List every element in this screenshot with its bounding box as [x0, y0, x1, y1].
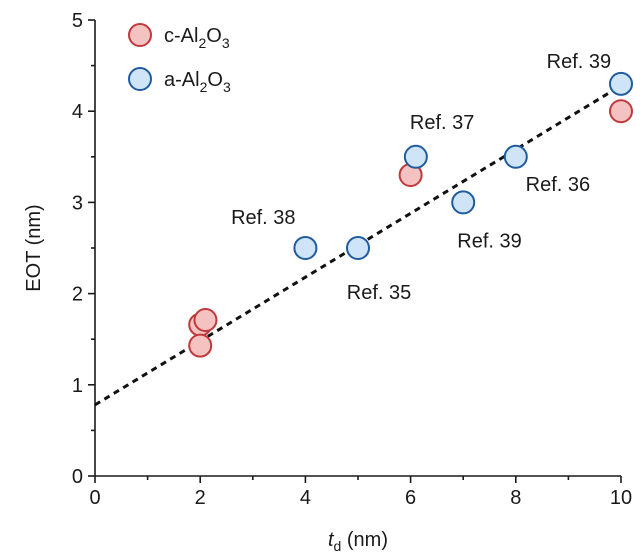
reference-annotation: Ref. 38 — [231, 207, 295, 229]
fit-line-group — [94, 84, 622, 407]
legend-marker-c-al2o3 — [128, 23, 152, 47]
legend-label: a-Al2O3 — [164, 69, 231, 95]
reference-annotation: Ref. 36 — [526, 174, 590, 196]
x-tick-label: 0 — [89, 487, 100, 509]
y-tick-label: 5 — [72, 10, 83, 32]
x-axis-label-var: t — [328, 529, 335, 551]
x-axis-label-sub: d — [334, 538, 342, 553]
x-tick-label: 8 — [510, 487, 521, 509]
x-axis-label: td (nm) — [328, 529, 388, 553]
y-tick-label: 3 — [72, 192, 83, 214]
y-tick-label: 4 — [72, 101, 83, 123]
c-al2o3-point — [609, 99, 633, 124]
data-points — [188, 71, 633, 358]
legend-label-pre: a-Al — [164, 69, 200, 91]
reference-annotation: Ref. 37 — [410, 112, 474, 134]
x-tick-label: 10 — [610, 487, 632, 509]
legend-label-mid: O — [206, 25, 222, 47]
legend-label-mid: O — [207, 69, 223, 91]
x-tick-label: 4 — [300, 487, 311, 509]
legend-label-pre: c-Al — [164, 25, 198, 47]
legend-label-sub: 2 — [200, 79, 208, 95]
reference-annotation: Ref. 39 — [457, 231, 521, 253]
y-tick-label: 2 — [72, 284, 83, 306]
x-tick-label: 2 — [195, 487, 206, 509]
x-tick-label: 6 — [405, 487, 416, 509]
a-al2o3-point — [609, 71, 633, 96]
a-al2o3-point — [451, 190, 476, 215]
y-tick-label: 1 — [72, 375, 83, 397]
a-al2o3-point — [293, 236, 318, 260]
x-axis-label-unit: (nm) — [341, 529, 388, 551]
reference-annotation: Ref. 39 — [547, 51, 611, 73]
legend-label-sub: 3 — [223, 79, 231, 95]
legend-label-sub: 2 — [198, 35, 206, 51]
a-al2o3-point — [346, 236, 370, 260]
a-al2o3-point — [403, 144, 428, 169]
fit-line — [94, 84, 622, 407]
y-tick-label: 0 — [72, 466, 83, 488]
c-al2o3-point — [188, 333, 213, 358]
reference-annotation: Ref. 35 — [347, 282, 411, 304]
c-al2o3-point — [193, 308, 218, 333]
y-axis-label: EOT (nm) — [23, 204, 45, 291]
legend-marker-a-al2o3 — [128, 67, 152, 91]
a-al2o3-point — [503, 144, 528, 169]
legend-label: c-Al2O3 — [164, 25, 230, 51]
legend-label-sub: 3 — [222, 35, 230, 51]
annotations: Ref. 39 Ref. 37 Ref. 36 Ref. 38 Ref. 39 Ref. … — [231, 51, 611, 304]
